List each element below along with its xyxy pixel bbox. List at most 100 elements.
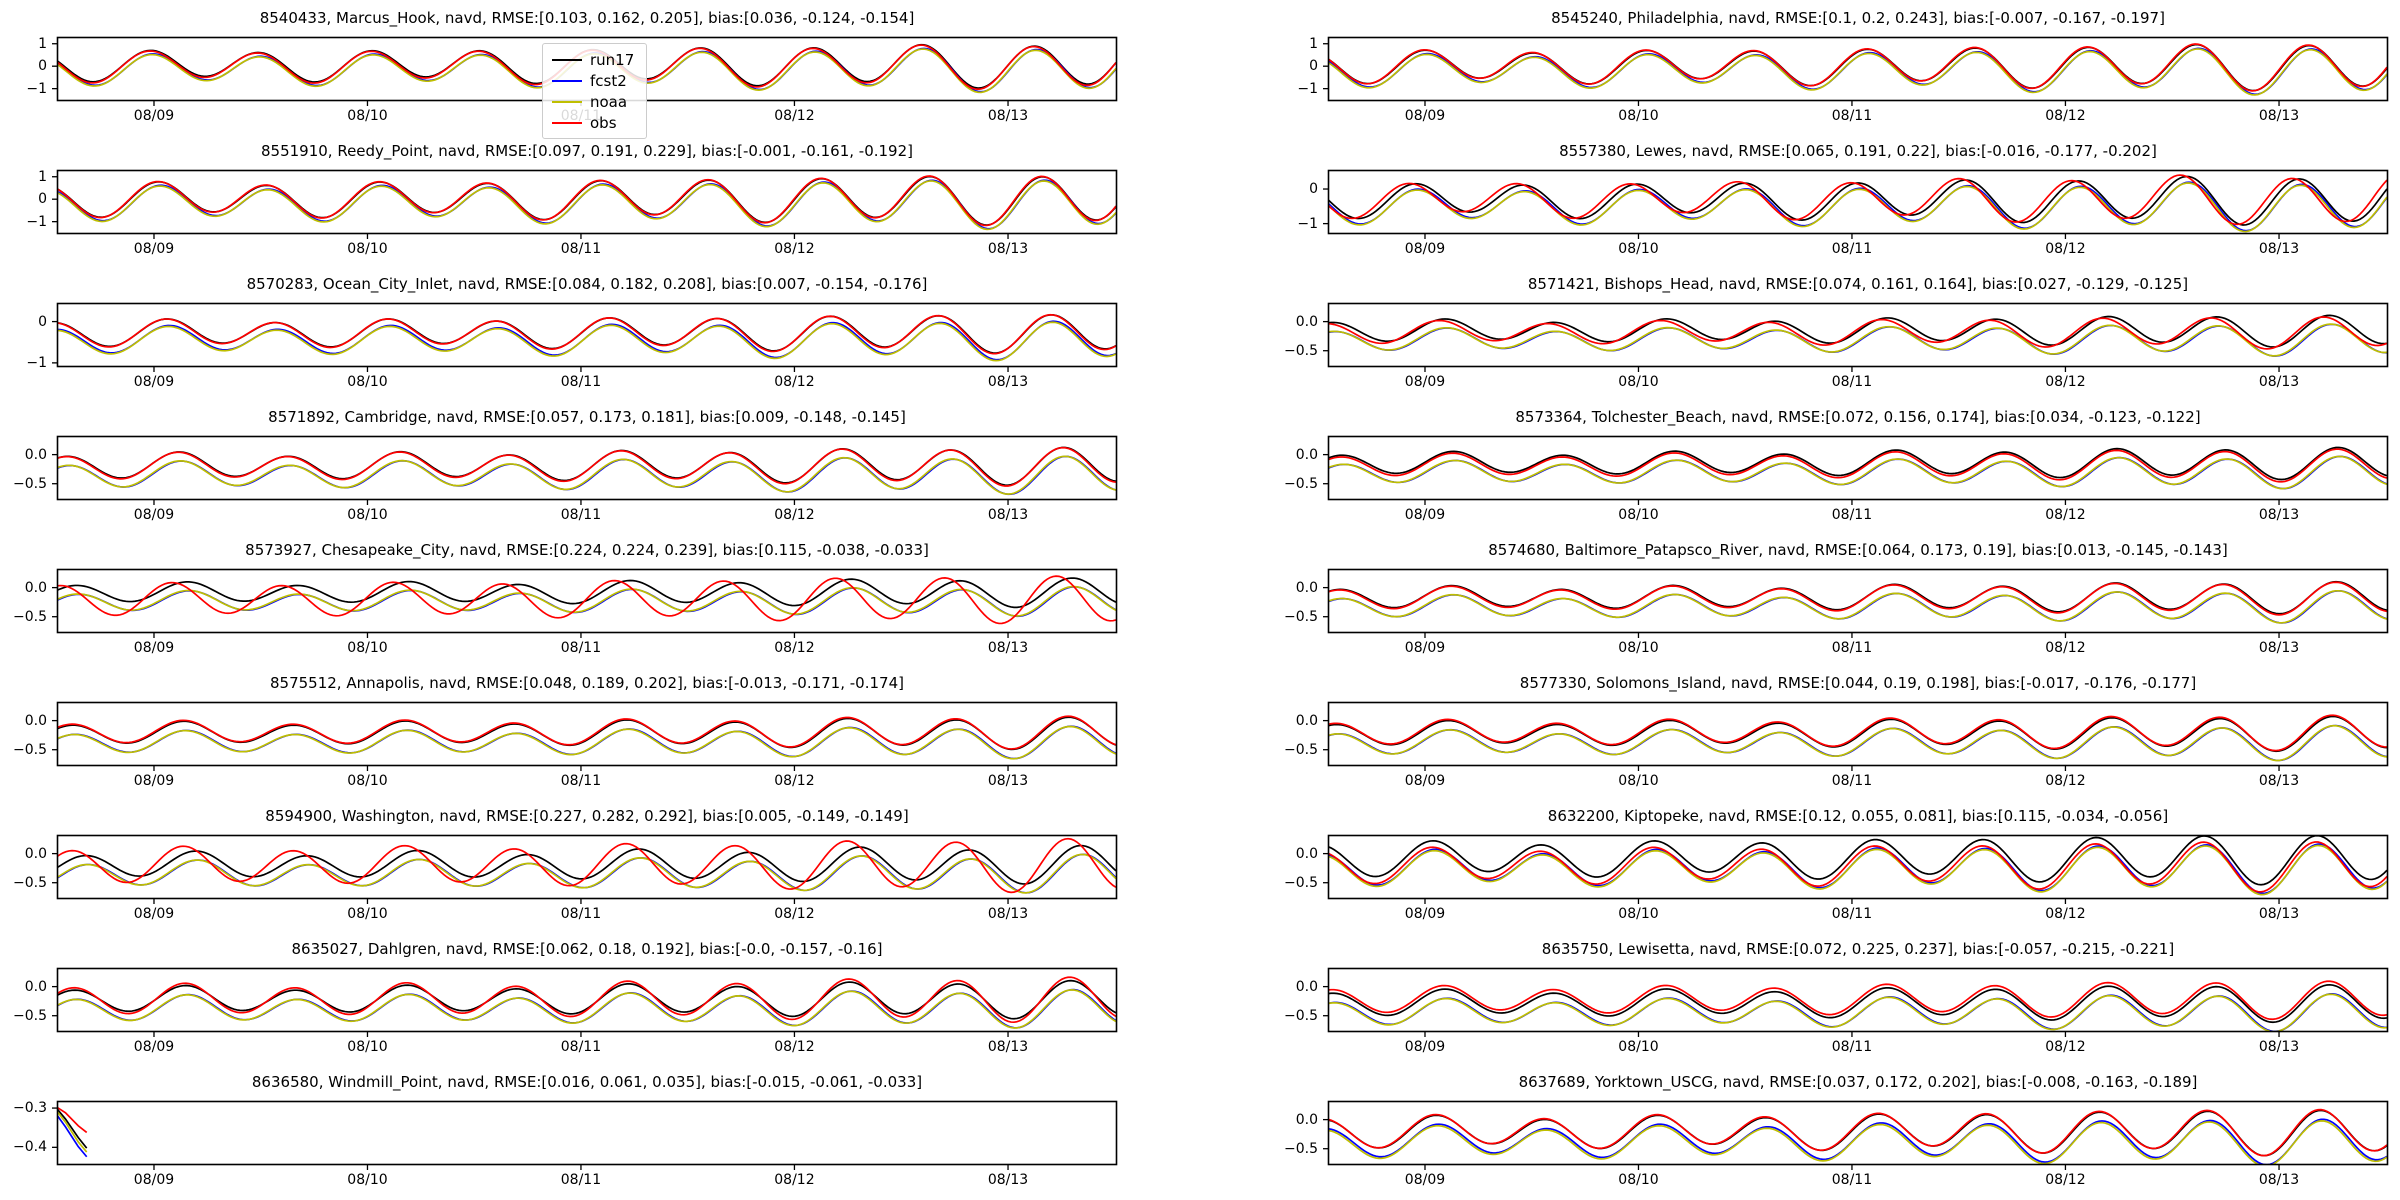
- y-tick-label: −0.5: [1284, 1140, 1318, 1157]
- series-line-obs: [1328, 581, 2388, 616]
- subplot-8574680: 8574680, Baltimore_Patapsco_River, navd,…: [1284, 541, 2389, 656]
- y-tick-label: 0.0: [1295, 712, 1318, 729]
- x-tick-label: 08/09: [133, 1172, 175, 1188]
- x-tick-label: 08/11: [560, 241, 602, 257]
- subplot-title: 8540433, Marcus_Hook, navd, RMSE:[0.103,…: [259, 9, 915, 27]
- tide-plot: [1323, 701, 2389, 771]
- axes-frame: [56, 568, 1118, 634]
- y-tick-label: −0.5: [1284, 874, 1318, 891]
- legend-line-swatch: [552, 58, 582, 61]
- x-tick-label: 08/09: [1404, 241, 1446, 257]
- subplot-8573927: 8573927, Chesapeake_City, navd, RMSE:[0.…: [13, 541, 1118, 656]
- x-tick-label: 08/10: [1618, 1039, 1659, 1055]
- series-line-noaa: [57, 725, 1117, 760]
- x-tick-label: 08/12: [774, 906, 815, 922]
- y-tick-label: 0: [1309, 181, 1318, 198]
- y-tick-label: −0.5: [1284, 475, 1318, 492]
- y-tick-label: 0.0: [1295, 978, 1318, 995]
- subplot-title: 8545240, Philadelphia, navd, RMSE:[0.1, …: [1551, 9, 2165, 27]
- x-tick-label: 08/13: [987, 906, 1029, 922]
- axes-frame: [1327, 967, 2389, 1033]
- legend-line-swatch: [552, 79, 582, 82]
- tide-plot: [52, 967, 1118, 1037]
- series-line-noaa: [1328, 182, 2388, 233]
- subplot-8632200: 8632200, Kiptopeke, navd, RMSE:[0.12, 0.…: [1284, 807, 2389, 922]
- subplot-title: 8635750, Lewisetta, navd, RMSE:[0.072, 0…: [1541, 940, 2175, 958]
- x-tick-label: 08/13: [2258, 108, 2300, 124]
- axes-frame: [56, 834, 1118, 900]
- axes-frame: [1327, 568, 2389, 634]
- x-tick-label: 08/13: [2258, 906, 2300, 922]
- series-line-noaa: [1328, 589, 2388, 624]
- legend-item: fcst2: [552, 70, 634, 91]
- y-tick-label: 0: [38, 313, 47, 330]
- legend-line-swatch: [552, 121, 582, 124]
- x-tick-label: 08/13: [2258, 1172, 2300, 1188]
- x-tick-label: 08/12: [774, 1039, 815, 1055]
- y-tick-label: 1: [38, 168, 47, 185]
- series-line-fcst2: [57, 455, 1117, 496]
- subplot-title: 8575512, Annapolis, navd, RMSE:[0.048, 0…: [270, 674, 904, 692]
- series-line-obs: [57, 446, 1117, 487]
- x-tick-label: 08/10: [347, 374, 388, 390]
- subplot-8571421: 8571421, Bishops_Head, navd, RMSE:[0.074…: [1284, 275, 2389, 390]
- subplot-8637689: 8637689, Yorktown_USCG, navd, RMSE:[0.03…: [1284, 1073, 2389, 1188]
- x-tick-label: 08/12: [774, 773, 815, 789]
- subplot-8635027: 8635027, Dahlgren, navd, RMSE:[0.062, 0.…: [13, 940, 1118, 1055]
- subplot-title: 8636580, Windmill_Point, navd, RMSE:[0.0…: [251, 1073, 923, 1091]
- legend-label: run17: [590, 50, 635, 69]
- series-line-run17: [57, 313, 1117, 354]
- x-tick-label: 08/11: [1831, 640, 1873, 656]
- subplot-8575512: 8575512, Annapolis, navd, RMSE:[0.048, 0…: [13, 674, 1118, 789]
- series-line-run17: [1328, 446, 2388, 481]
- y-tick-label: 0.0: [24, 978, 47, 995]
- x-tick-label: 08/10: [347, 640, 388, 656]
- subplot-title: 8571892, Cambridge, navd, RMSE:[0.057, 0…: [268, 408, 906, 426]
- series-line-noaa: [1328, 1120, 2388, 1165]
- series-line-obs: [57, 175, 1117, 227]
- x-tick-label: 08/12: [774, 241, 815, 257]
- x-tick-label: 08/11: [1831, 1172, 1873, 1188]
- axes-frame: [56, 302, 1118, 368]
- legend-label: fcst2: [590, 71, 627, 90]
- x-tick-label: 08/09: [1404, 108, 1446, 124]
- subplot-title: 8635027, Dahlgren, navd, RMSE:[0.062, 0.…: [291, 940, 883, 958]
- series-line-obs: [57, 313, 1117, 355]
- x-tick-label: 08/13: [2258, 241, 2300, 257]
- tide-plot: [1323, 967, 2389, 1037]
- series-line-fcst2: [1328, 589, 2388, 624]
- series-line-noaa: [57, 455, 1117, 495]
- y-tick-label: 1: [38, 35, 47, 52]
- series-line-obs: [1328, 448, 2388, 483]
- x-tick-label: 08/13: [987, 507, 1029, 523]
- subplot-title: 8594900, Washington, navd, RMSE:[0.227, …: [265, 807, 909, 825]
- tide-plot: [1323, 435, 2389, 505]
- series-line-run17: [1328, 983, 2388, 1024]
- subplot-8577330: 8577330, Solomons_Island, navd, RMSE:[0.…: [1284, 674, 2389, 789]
- subplot-title: 8570283, Ocean_City_Inlet, navd, RMSE:[0…: [246, 275, 928, 293]
- series-line-noaa: [1328, 455, 2388, 490]
- axes-frame: [1327, 1100, 2389, 1166]
- subplot-title: 8577330, Solomons_Island, navd, RMSE:[0.…: [1519, 674, 2197, 692]
- y-tick-label: 0.0: [1295, 845, 1318, 862]
- series-line-run17: [57, 577, 1117, 609]
- subplot-8545240: 8545240, Philadelphia, navd, RMSE:[0.1, …: [1297, 9, 2389, 124]
- series-line-fcst2: [1328, 724, 2388, 762]
- subplot-title: 8573927, Chesapeake_City, navd, RMSE:[0.…: [245, 541, 929, 559]
- series-line-obs: [57, 976, 1117, 1024]
- x-tick-label: 08/13: [2258, 374, 2300, 390]
- series-line-noaa: [57, 321, 1117, 362]
- x-tick-label: 08/09: [133, 640, 175, 656]
- y-tick-label: −1: [1297, 80, 1318, 97]
- y-tick-label: 0: [38, 191, 47, 208]
- subplot-title: 8632200, Kiptopeke, navd, RMSE:[0.12, 0.…: [1547, 807, 2169, 825]
- subplot-8570283: 8570283, Ocean_City_Inlet, navd, RMSE:[0…: [26, 275, 1118, 390]
- axes-frame: [1327, 701, 2389, 767]
- x-tick-label: 08/09: [1404, 773, 1446, 789]
- axes-frame: [56, 1100, 1118, 1166]
- x-tick-label: 08/09: [133, 1039, 175, 1055]
- legend-item: noaa: [552, 91, 634, 112]
- series-line-run17: [57, 844, 1117, 885]
- x-tick-label: 08/12: [774, 640, 815, 656]
- x-tick-label: 08/13: [2258, 640, 2300, 656]
